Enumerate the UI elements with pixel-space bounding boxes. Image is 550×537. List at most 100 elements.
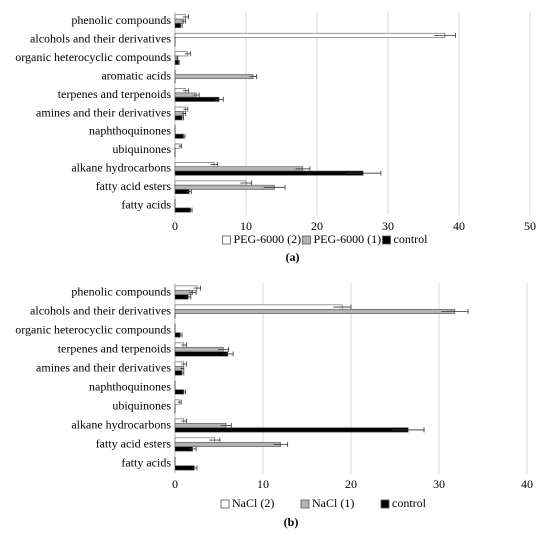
error-bar (392, 427, 425, 433)
bar (174, 189, 190, 195)
bar (174, 96, 220, 102)
error-bar (209, 437, 221, 443)
error-bar (178, 143, 182, 149)
bar (174, 351, 229, 357)
error-bar (180, 370, 185, 376)
category-label: terpenes and terpenoids (58, 87, 172, 101)
x-tick-label: 0 (172, 219, 178, 233)
error-bar (181, 18, 187, 24)
bar (174, 422, 227, 429)
category-label: fatty acid esters (96, 436, 172, 450)
error-bar (181, 111, 187, 116)
error-bar (177, 399, 182, 405)
bar (174, 437, 215, 443)
bar (174, 441, 281, 448)
error-bar (182, 133, 186, 139)
bar (174, 427, 409, 433)
error-bar (263, 184, 286, 190)
bar (174, 74, 254, 80)
error-bar (189, 290, 197, 295)
error-bar (181, 418, 187, 424)
error-bar (187, 189, 192, 195)
x-tick-label: 20 (345, 477, 357, 491)
error-bar (183, 106, 189, 112)
x-tick-label: 10 (257, 477, 269, 491)
error-bar (181, 361, 187, 367)
error-bar (193, 285, 201, 291)
category-label: aromatic acids (101, 68, 171, 82)
legend-label: PEG-6000 (1) (314, 232, 382, 246)
error-bar (249, 74, 258, 80)
bar (174, 180, 247, 186)
error-bar (182, 88, 189, 94)
bar (174, 184, 275, 190)
caption: (b) (284, 515, 299, 529)
x-tick-label: 30 (433, 477, 445, 491)
legend-swatch (302, 235, 311, 245)
error-bar (193, 92, 200, 98)
error-bar (191, 465, 198, 471)
category-label: ubiquinones (112, 142, 171, 156)
bar (174, 465, 195, 471)
bar (174, 32, 446, 38)
bar (174, 346, 224, 353)
bar (174, 304, 343, 310)
category-label: alcohols and their derivatives (30, 31, 171, 45)
error-bar (434, 32, 456, 38)
category-label: amines and their derivatives (36, 360, 171, 374)
category-label: terpenes and terpenoids (58, 341, 172, 355)
x-tick-label: 30 (382, 219, 394, 233)
category-label: fatty acid esters (96, 179, 172, 193)
error-bar (184, 51, 192, 57)
error-bar (185, 294, 192, 300)
legend-label: PEG-6000 (2) (234, 232, 302, 246)
legend-swatch (222, 235, 231, 245)
category-label: ubiquinones (112, 398, 171, 412)
error-bar (189, 446, 197, 452)
legend-label: NaCl (2) (232, 496, 274, 510)
x-tick-label: 20 (311, 219, 323, 233)
error-bar (273, 442, 289, 447)
legend-label: control (392, 496, 427, 510)
error-bar (178, 332, 183, 338)
error-bar (222, 351, 234, 357)
bar (174, 166, 304, 172)
category-label: phenolic compounds (71, 13, 171, 27)
category-label: phenolic compounds (71, 284, 171, 298)
x-tick-label: 40 (453, 219, 465, 233)
x-tick-label: 40 (521, 477, 533, 491)
error-bar (180, 366, 185, 371)
error-bar (220, 423, 232, 428)
x-tick-label: 0 (172, 477, 178, 491)
legend-label: NaCl (1) (312, 496, 354, 510)
error-bar (218, 347, 230, 352)
bar (174, 170, 364, 176)
category-label: amines and their derivatives (36, 105, 171, 119)
error-bar (240, 180, 253, 186)
error-bar (177, 59, 180, 65)
category-label: organic heterocyclic compounds (15, 322, 171, 336)
category-label: organic heterocyclic compounds (15, 50, 171, 64)
bar (174, 92, 197, 98)
error-bar (179, 23, 183, 29)
bar (174, 162, 215, 168)
category-label: fatty acids (121, 198, 171, 212)
error-bar (180, 115, 184, 121)
category-label: fatty acids (121, 455, 171, 469)
category-label: alkane hydrocarbons (71, 161, 171, 175)
category-label: alcohols and their derivatives (30, 303, 171, 317)
error-bar (345, 170, 382, 176)
x-tick-label: 10 (240, 219, 252, 233)
legend-swatch (380, 499, 390, 509)
error-bar (295, 166, 311, 172)
error-bar (189, 207, 193, 213)
legend-swatch (382, 235, 391, 245)
category-label: naphthoquinones (89, 124, 171, 138)
error-bar (182, 14, 189, 20)
error-bar (214, 96, 224, 102)
error-bar (181, 342, 187, 348)
legend-swatch (300, 499, 310, 509)
bar (174, 207, 191, 213)
error-bar (176, 55, 179, 61)
